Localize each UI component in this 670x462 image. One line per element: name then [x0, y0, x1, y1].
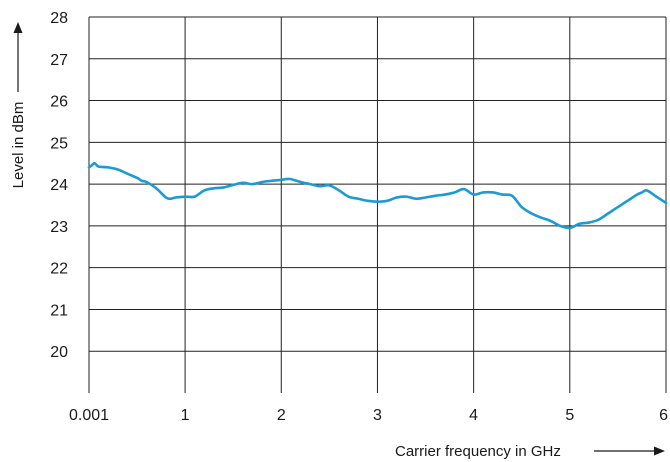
y-tick-label: 24	[50, 177, 68, 194]
series-line	[87, 161, 668, 230]
y-axis-title: Level in dBm	[10, 22, 27, 188]
x-axis-arrow-head	[654, 446, 665, 456]
y-tick-label: 23	[50, 219, 68, 236]
x-axis-label: Carrier frequency in GHz	[395, 443, 561, 460]
y-axis-arrow-head	[13, 22, 23, 33]
x-tick-label: 6	[659, 407, 668, 424]
x-tick-label: 5	[565, 407, 574, 424]
x-tick-label: 4	[469, 407, 478, 424]
x-tick-label: 3	[373, 407, 382, 424]
y-tick-label: 25	[50, 135, 68, 152]
y-tick-label: 20	[50, 344, 68, 361]
x-tick-label: 1	[181, 407, 190, 424]
grid-lines	[88, 16, 667, 393]
y-tick-label: 27	[50, 52, 68, 69]
y-tick-label: 26	[50, 94, 68, 111]
x-tick-label: 0.001	[69, 407, 109, 424]
y-tick-label: 22	[50, 261, 68, 278]
x-axis-title: Carrier frequency in GHz	[395, 443, 665, 460]
y-tick-label: 28	[50, 10, 68, 27]
y-axis-label: Level in dBm	[10, 102, 27, 189]
x-tick-label: 2	[277, 407, 286, 424]
y-tick-label: 21	[50, 302, 68, 319]
